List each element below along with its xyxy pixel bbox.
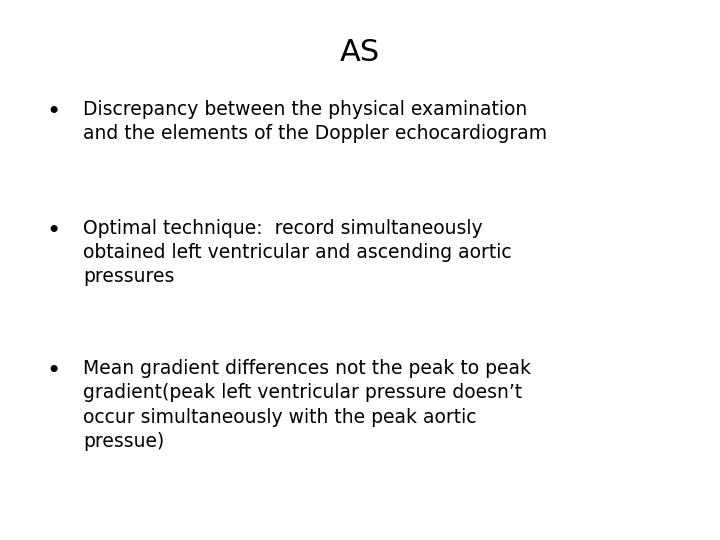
Text: Discrepancy between the physical examination
and the elements of the Doppler ech: Discrepancy between the physical examina… (83, 100, 547, 143)
Text: Optimal technique:  record simultaneously
obtained left ventricular and ascendin: Optimal technique: record simultaneously… (83, 219, 511, 286)
Text: •: • (47, 100, 61, 124)
Text: •: • (47, 219, 61, 242)
Text: •: • (47, 359, 61, 383)
Text: AS: AS (340, 38, 380, 67)
Text: Mean gradient differences not the peak to peak
gradient(peak left ventricular pr: Mean gradient differences not the peak t… (83, 359, 531, 451)
